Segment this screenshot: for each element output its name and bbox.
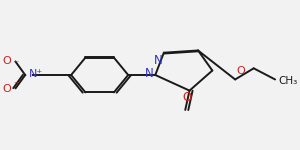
Text: N: N <box>145 67 154 80</box>
Text: O: O <box>237 66 245 76</box>
Text: CH₃: CH₃ <box>278 76 297 86</box>
Text: O: O <box>2 84 11 94</box>
Text: N⁺: N⁺ <box>28 69 43 79</box>
Text: O: O <box>2 56 11 66</box>
Text: O: O <box>182 91 191 104</box>
Text: ⁻: ⁻ <box>14 80 19 90</box>
Text: ⁻: ⁻ <box>14 60 19 70</box>
Text: N: N <box>154 54 162 67</box>
